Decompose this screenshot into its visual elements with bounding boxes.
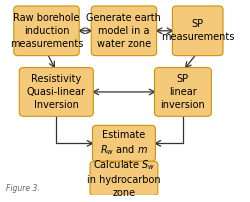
FancyBboxPatch shape bbox=[14, 6, 79, 56]
FancyBboxPatch shape bbox=[172, 6, 223, 56]
FancyBboxPatch shape bbox=[92, 125, 156, 161]
FancyBboxPatch shape bbox=[154, 68, 211, 116]
FancyBboxPatch shape bbox=[91, 6, 157, 56]
Text: Generate earth
model in a
water zone: Generate earth model in a water zone bbox=[86, 13, 161, 49]
Text: SP
linear
inversion: SP linear inversion bbox=[160, 74, 205, 110]
FancyBboxPatch shape bbox=[90, 161, 158, 195]
Text: SP
measurements: SP measurements bbox=[161, 19, 234, 42]
FancyBboxPatch shape bbox=[19, 68, 93, 116]
Text: Calculate $S_w$
in hydrocarbon
zone: Calculate $S_w$ in hydrocarbon zone bbox=[87, 159, 161, 198]
Text: Resistivity
Quasi-linear
Inversion: Resistivity Quasi-linear Inversion bbox=[27, 74, 86, 110]
Text: Raw borehole
induction
measurements: Raw borehole induction measurements bbox=[10, 13, 83, 49]
Text: Estimate
$R_w$ and $m$: Estimate $R_w$ and $m$ bbox=[100, 130, 148, 157]
Text: Figure 3.: Figure 3. bbox=[6, 184, 40, 193]
